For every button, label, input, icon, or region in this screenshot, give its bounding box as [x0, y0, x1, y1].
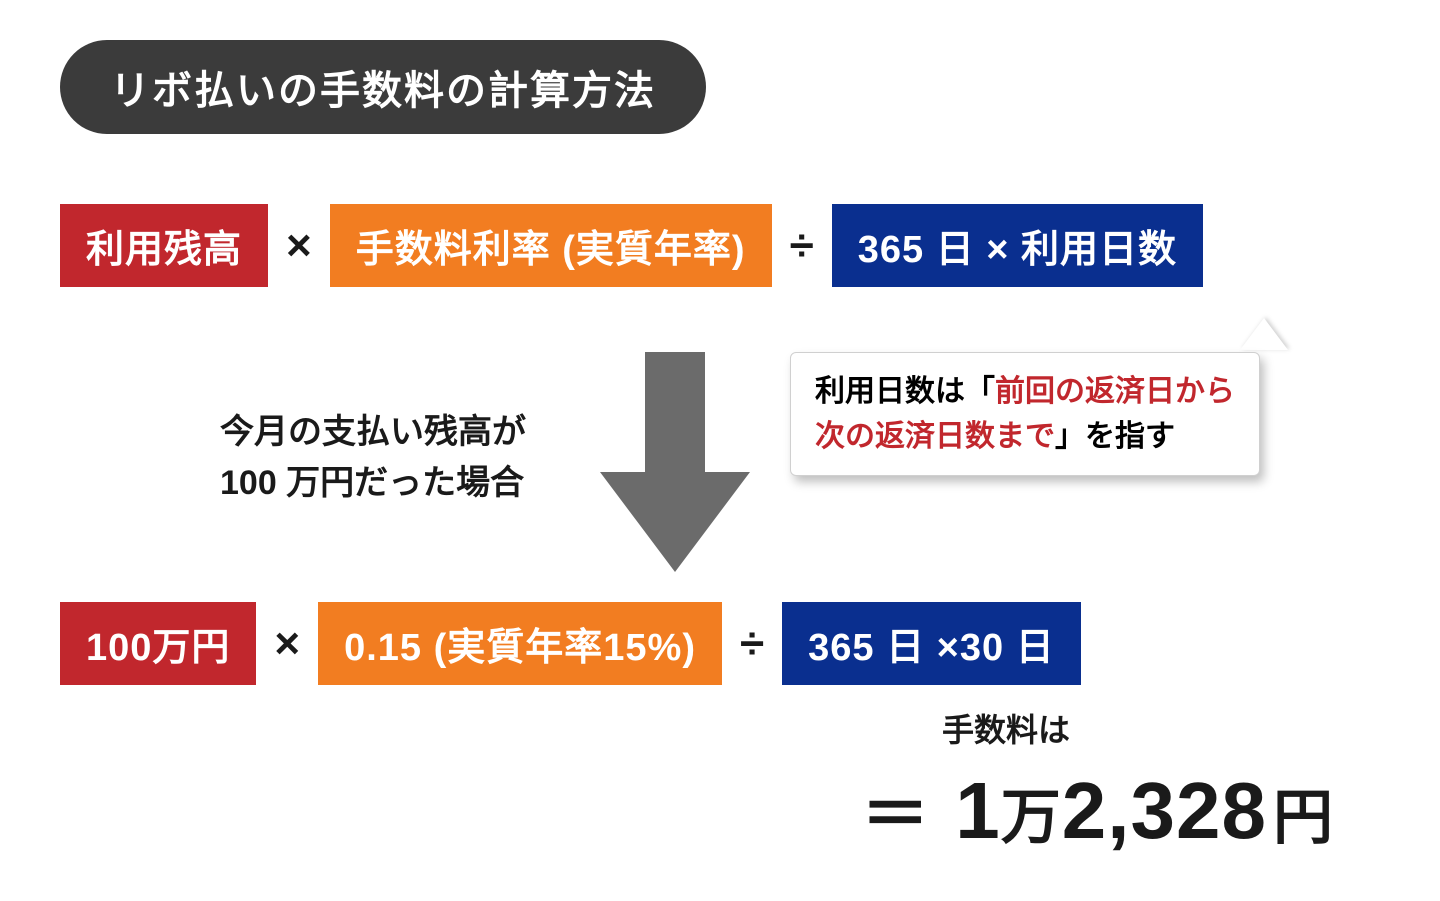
callout-prefix: 利用日数は「 [815, 375, 995, 408]
result-yen: 円 [1273, 784, 1334, 851]
callout-pointer-icon [1240, 318, 1288, 350]
example-days: 365 日 ×30 日 [782, 602, 1081, 685]
formula-row-abstract: 利用残高 × 手数料利率 (実質年率) ÷ 365 日 × 利用日数 [60, 204, 1380, 287]
result-number: 2,328 [1062, 766, 1267, 855]
result-prefix: 1 [955, 766, 1001, 855]
callout-box: 利用日数は「前回の返済日から次の返済日数まで」を指す [790, 352, 1260, 476]
operator-multiply-2: × [274, 619, 300, 669]
result-man: 万 [1001, 784, 1062, 851]
term-days: 365 日 × 利用日数 [832, 204, 1203, 287]
example-balance: 100万円 [60, 602, 256, 685]
result-label: 手数料は [60, 705, 1340, 751]
operator-divide-2: ÷ [740, 619, 764, 669]
caption-line-1: 今月の支払い残高が [220, 407, 526, 458]
middle-section: 今月の支払い残高が 100 万円だった場合 利用日数は「前回の返済日から次の返済… [60, 322, 1380, 602]
caption-line-2: 100 万円だった場合 [220, 458, 526, 509]
term-balance: 利用残高 [60, 204, 268, 287]
result-value: 1万2,328円 [949, 765, 1340, 859]
formula-row-example: 100万円 × 0.15 (実質年率15%) ÷ 365 日 ×30 日 [60, 602, 1380, 685]
result-block: 手数料は ＝ 1万2,328円 [60, 705, 1380, 859]
operator-multiply: × [286, 221, 312, 271]
down-arrow-icon [600, 352, 750, 577]
example-caption: 今月の支払い残高が 100 万円だった場合 [220, 407, 526, 509]
equals-sign: ＝ [861, 759, 929, 858]
callout-suffix: 」を指す [1055, 420, 1175, 453]
operator-divide: ÷ [790, 221, 814, 271]
result-line: ＝ 1万2,328円 [861, 759, 1340, 859]
title-pill: リボ払いの手数料の計算方法 [60, 40, 706, 134]
term-rate: 手数料利率 (実質年率) [330, 204, 772, 287]
example-rate: 0.15 (実質年率15%) [318, 602, 722, 685]
